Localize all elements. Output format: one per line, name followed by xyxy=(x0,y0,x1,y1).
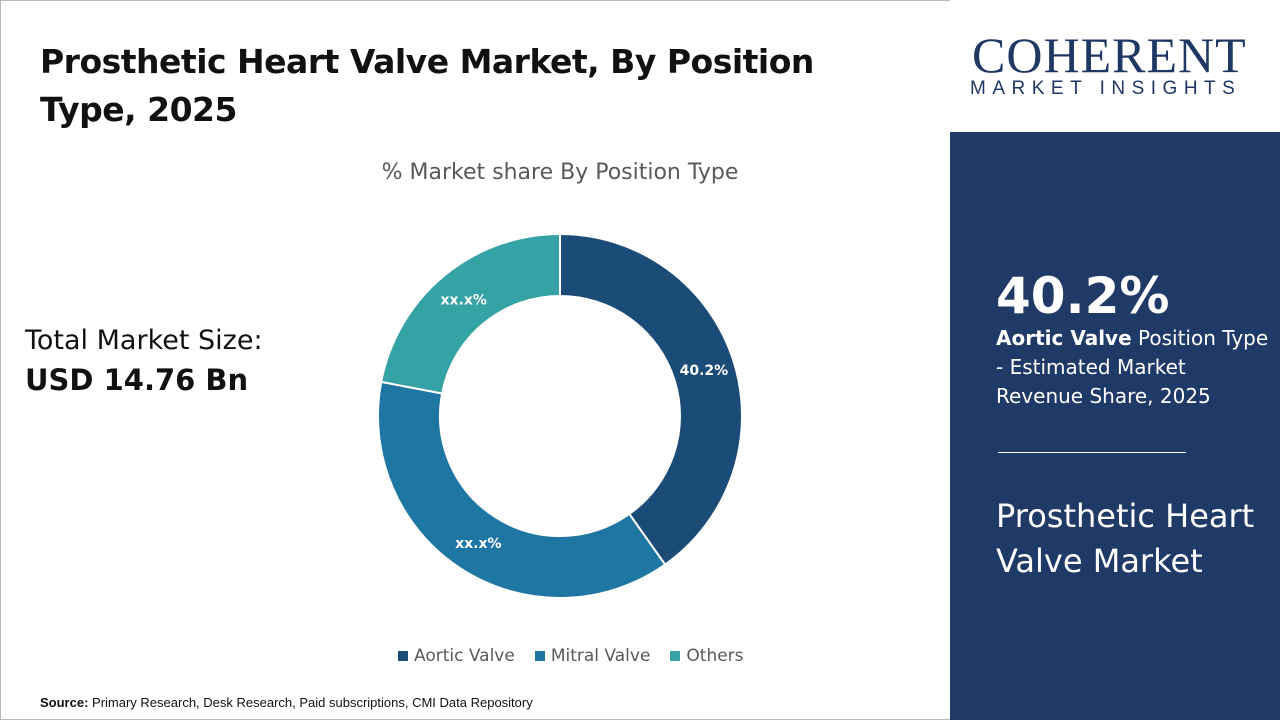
highlight-segment: Aortic Valve xyxy=(996,326,1132,350)
donut-slice-aortic-valve xyxy=(559,232,743,566)
total-market-label: Total Market Size: xyxy=(25,325,263,356)
chart-title: % Market share By Position Type xyxy=(381,160,739,185)
legend-item-mitral: Mitral Valve xyxy=(534,646,651,666)
donut-chart: 40.2% xx.x% xx.x% xyxy=(377,232,743,599)
source-text: Primary Research, Desk Research, Paid su… xyxy=(88,695,533,710)
highlight-desc-text: Position Type - Estimated Market Revenue… xyxy=(996,326,1269,408)
logo-subtitle: MARKET INSIGHTS xyxy=(970,78,1242,99)
divider xyxy=(998,452,1186,453)
donut-slice-mitral-valve xyxy=(377,380,667,599)
highlight-description: Aortic Valve Position Type - Estimated M… xyxy=(996,324,1276,411)
data-label: 40.2% xyxy=(680,363,729,379)
legend-swatch xyxy=(534,651,545,661)
source-note: Source: Primary Research, Desk Research,… xyxy=(40,695,533,710)
highlight-panel: 40.2% Aortic Valve Position Type - Estim… xyxy=(950,132,1280,720)
legend: Aortic Valve Mitral Valve Others xyxy=(398,646,744,666)
donut-slice-others xyxy=(380,232,561,395)
legend-label: Aortic Valve xyxy=(414,646,515,666)
legend-swatch xyxy=(670,651,681,661)
legend-item-aortic: Aortic Valve xyxy=(398,646,515,666)
legend-item-others: Others xyxy=(670,646,744,666)
data-label: xx.x% xyxy=(455,536,501,552)
source-label: Source: xyxy=(40,695,89,710)
legend-swatch xyxy=(398,651,408,661)
data-label: xx.x% xyxy=(441,293,487,309)
highlight-percentage: 40.2% xyxy=(996,267,1170,325)
legend-label: Others xyxy=(686,646,744,666)
company-logo: COHERENT MARKET INSIGHTS xyxy=(950,0,1280,132)
total-market-value: USD 14.76 Bn xyxy=(25,363,249,397)
market-name: Prosthetic Heart Valve Market xyxy=(996,497,1255,580)
page-title: Prosthetic Heart Valve Market, By Positi… xyxy=(40,42,814,129)
legend-label: Mitral Valve xyxy=(550,646,651,666)
logo-wordmark: COHERENT xyxy=(972,27,1247,83)
